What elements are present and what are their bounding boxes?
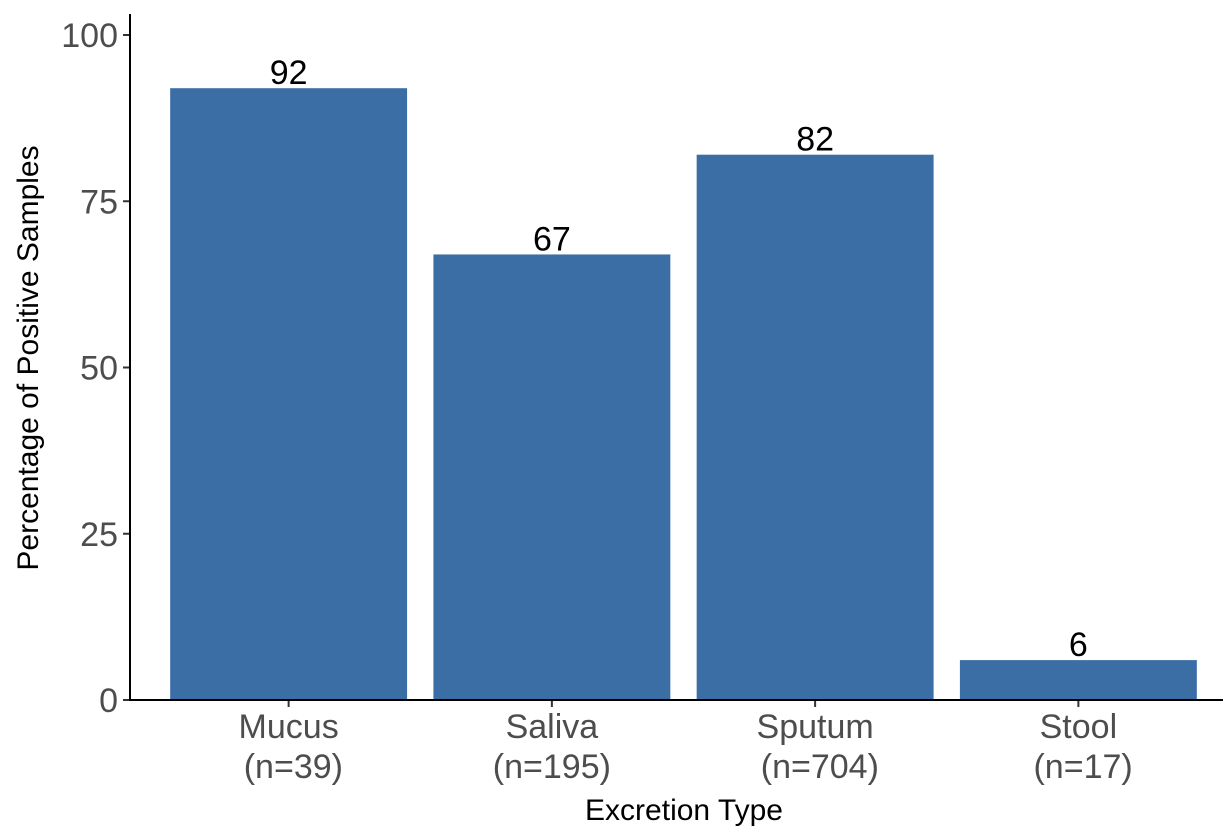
x-tick-label-stool: Stool xyxy=(1040,708,1118,746)
x-tick-label-saliva: Saliva xyxy=(506,708,599,746)
bar-mucus xyxy=(170,88,408,700)
y-tick-label: 25 xyxy=(80,516,118,554)
x-tick-sublabel-stool: (n=17) xyxy=(1024,748,1133,786)
data-labels-layer: 92 67 82 6 xyxy=(270,54,1088,664)
y-tick-label: 75 xyxy=(80,183,118,221)
bar-sputum xyxy=(696,154,934,700)
bar-saliva xyxy=(433,254,671,700)
x-axis: Mucus (n=39) Saliva(n=195) Sputum (n=704) S… xyxy=(129,699,1223,786)
x-tick-sublabel-sputum: (n=704) xyxy=(751,748,879,786)
x-axis-title: Excretion Type xyxy=(585,794,783,827)
y-tick-label: 50 xyxy=(80,350,118,388)
bars-layer xyxy=(170,88,1197,700)
x-tick-sublabel-mucus: (n=39) xyxy=(234,748,343,786)
x-tick-label-mucus: Mucus xyxy=(239,708,339,746)
bar-stool xyxy=(959,660,1197,700)
y-axis: 0 25 50 75 100 xyxy=(61,14,131,720)
y-tick-label: 100 xyxy=(61,17,118,55)
x-tick-sublabel-saliva: (n=195) xyxy=(493,748,611,786)
y-axis-title: Percentage of Positive Samples xyxy=(12,145,45,570)
data-label-mucus: 92 xyxy=(270,54,308,92)
y-tick-label: 0 xyxy=(99,682,118,720)
data-label-stool: 6 xyxy=(1069,626,1088,664)
data-label-sputum: 82 xyxy=(796,121,834,159)
x-tick-label-sputum: Sputum xyxy=(757,708,874,746)
data-label-saliva: 67 xyxy=(533,220,571,258)
